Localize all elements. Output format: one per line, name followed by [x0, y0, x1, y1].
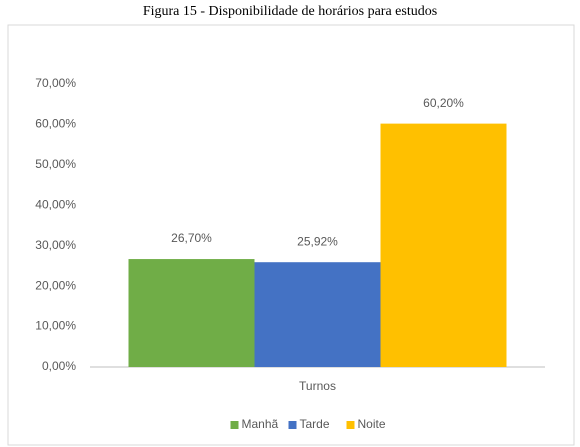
legend-swatch	[230, 421, 239, 429]
y-tick-label: 70,00%	[35, 76, 76, 90]
y-tick-label: 0,00%	[42, 359, 76, 373]
x-tick-label: Turnos	[299, 379, 336, 393]
value-label: 26,70%	[171, 231, 212, 245]
legend-label: Noite	[358, 417, 386, 431]
bar	[254, 262, 381, 367]
value-label: 25,92%	[297, 234, 338, 248]
chart-title: Figura 15 - Disponibilidade de horários …	[143, 4, 437, 19]
legend-swatch	[346, 421, 355, 429]
legend-label: Manhã	[242, 417, 279, 431]
value-label: 60,20%	[423, 96, 464, 110]
bar	[380, 123, 507, 368]
legend-swatch	[288, 421, 297, 429]
legend-label: Tarde	[300, 417, 330, 431]
y-tick-label: 60,00%	[35, 117, 76, 131]
y-tick-label: 50,00%	[35, 157, 76, 171]
bar	[128, 259, 255, 367]
chart-frame	[7, 24, 575, 446]
y-tick-label: 30,00%	[35, 238, 76, 252]
y-tick-label: 10,00%	[35, 319, 76, 333]
y-tick-label: 40,00%	[35, 197, 76, 211]
y-tick-label: 20,00%	[35, 278, 76, 292]
